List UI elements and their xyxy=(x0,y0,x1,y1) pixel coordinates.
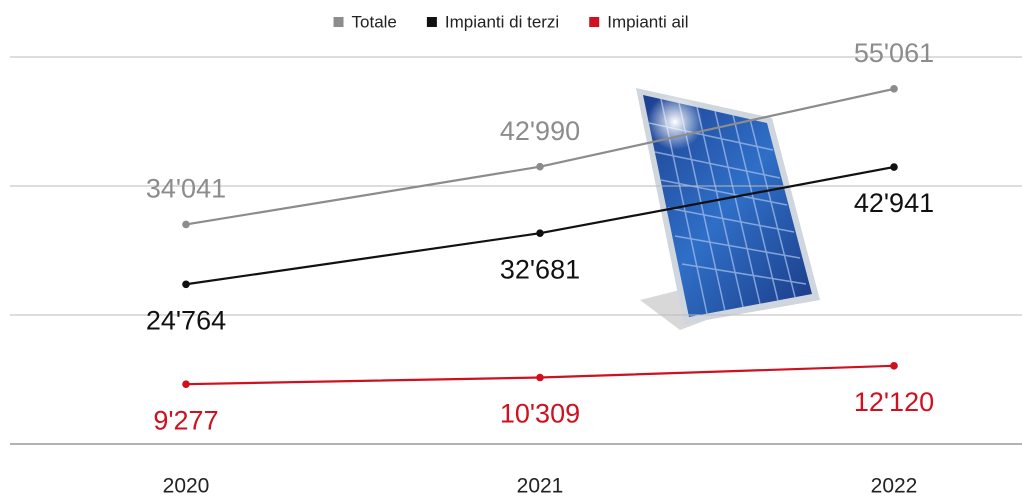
legend: Totale Impianti di terzi Impianti ail xyxy=(333,12,688,31)
data-label: 55'061 xyxy=(854,38,934,68)
legend-item: Totale xyxy=(333,12,397,31)
solar-panel-illustration xyxy=(636,88,820,330)
legend-label: Totale xyxy=(352,12,397,31)
data-point xyxy=(536,229,544,238)
legend-swatch xyxy=(333,17,344,27)
legend-swatch xyxy=(589,17,600,27)
data-point xyxy=(890,85,898,93)
data-label: 32'681 xyxy=(500,254,580,284)
data-label: 10'309 xyxy=(500,399,580,429)
legend-item: Impianti ail xyxy=(589,12,688,31)
x-tick-label: 2020 xyxy=(163,475,210,498)
x-tick-label: 2022 xyxy=(871,475,918,498)
legend-swatch xyxy=(426,17,437,27)
x-tick-label: 2021 xyxy=(517,475,564,498)
data-label: 9'277 xyxy=(153,405,218,435)
data-point xyxy=(536,373,544,382)
data-label: 12'120 xyxy=(854,387,934,417)
data-label: 24'764 xyxy=(146,305,226,335)
data-point xyxy=(182,380,190,388)
data-label: 34'041 xyxy=(146,174,226,204)
data-point xyxy=(890,163,898,171)
legend-item: Impianti di terzi xyxy=(426,12,559,31)
data-point xyxy=(182,220,190,229)
legend-label: Impianti di terzi xyxy=(445,12,559,31)
data-point xyxy=(536,162,544,171)
data-point xyxy=(890,362,898,370)
data-label: 42'990 xyxy=(500,116,580,146)
data-label: 42'941 xyxy=(854,188,934,218)
legend-label: Impianti ail xyxy=(607,12,688,31)
data-point xyxy=(182,280,190,289)
